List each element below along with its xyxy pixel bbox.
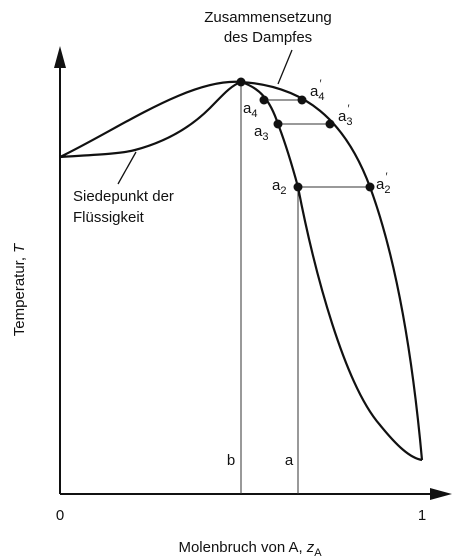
point-dot-a3p bbox=[325, 119, 335, 129]
point-label-a4p: a4′ bbox=[310, 78, 324, 103]
liquid-label-line1: Siedepunkt der bbox=[73, 188, 174, 205]
vapour-composition-curve bbox=[59, 80, 424, 461]
axes bbox=[54, 46, 452, 500]
liquid-label-line2: Flüssigkeit bbox=[73, 209, 145, 226]
vapour-label-line1: Zusammensetzung bbox=[204, 9, 332, 26]
point-dot-a4p bbox=[297, 95, 307, 105]
x-tick-0: 0 bbox=[56, 507, 64, 524]
x-axis-arrow bbox=[430, 488, 452, 500]
x-tick-1: 1 bbox=[418, 507, 426, 524]
composition-label-b: b bbox=[227, 452, 235, 469]
point-label-a4: a4 bbox=[243, 100, 257, 120]
point-dot-a2p bbox=[365, 182, 375, 192]
liquid-boiling-curve bbox=[59, 80, 423, 462]
point-dot-azeotrope bbox=[236, 77, 246, 87]
point-label-a2: a2 bbox=[272, 177, 286, 197]
point-dot-a2 bbox=[293, 182, 303, 192]
point-label-a3p: a3′ bbox=[338, 103, 352, 128]
point-dot-a4 bbox=[259, 95, 269, 105]
liquid-leader-line bbox=[117, 151, 137, 185]
y-axis-title: Temperatur,T bbox=[11, 242, 28, 336]
vapour-leader-line bbox=[277, 49, 293, 85]
y-axis-arrow bbox=[54, 46, 66, 68]
composition-label-a: a bbox=[285, 452, 294, 469]
point-label-a2p: a2′ bbox=[376, 171, 390, 196]
vapour-label-line2: des Dampfes bbox=[224, 29, 312, 46]
state-points bbox=[236, 77, 375, 192]
x-axis-title: Molenbruch von A, zA bbox=[178, 539, 322, 559]
point-label-a3: a3 bbox=[254, 123, 268, 143]
point-dot-a3 bbox=[273, 119, 283, 129]
